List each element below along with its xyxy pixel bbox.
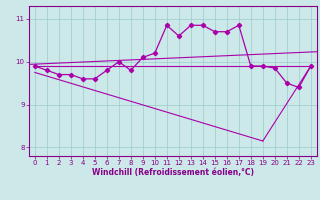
X-axis label: Windchill (Refroidissement éolien,°C): Windchill (Refroidissement éolien,°C): [92, 168, 254, 177]
